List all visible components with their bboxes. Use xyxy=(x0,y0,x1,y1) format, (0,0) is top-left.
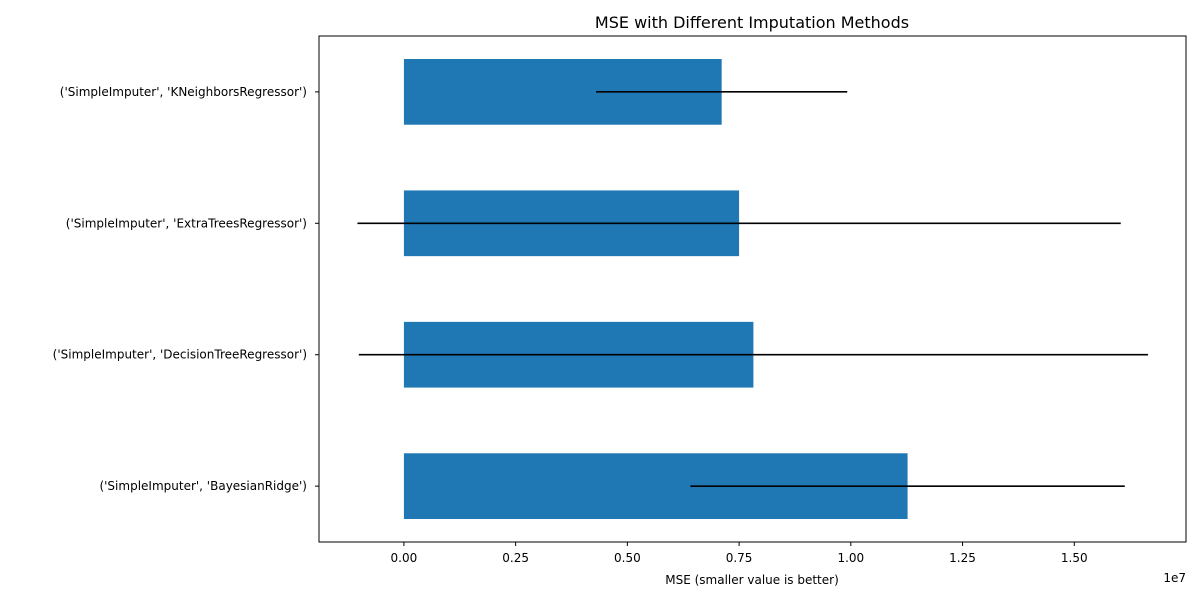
x-tick-label-1: 0.25 xyxy=(502,551,529,565)
chart-title: MSE with Different Imputation Methods xyxy=(595,13,909,32)
plot-area-frame xyxy=(318,35,1187,543)
x-axis-offset-label: 1e7 xyxy=(1163,571,1186,585)
y-tick-label-3: ('SimpleImputer', 'KNeighborsRegressor') xyxy=(60,85,307,99)
x-tick-label-2: 0.50 xyxy=(614,551,641,565)
x-tick-label-6: 1.50 xyxy=(1061,551,1088,565)
x-tick-label-5: 1.25 xyxy=(949,551,976,565)
x-tick-label-4: 1.00 xyxy=(837,551,864,565)
y-tick-label-0: ('SimpleImputer', 'BayesianRidge') xyxy=(99,479,307,493)
x-tick-label-3: 0.75 xyxy=(726,551,753,565)
x-axis-label: MSE (smaller value is better) xyxy=(665,573,839,587)
y-tick-label-2: ('SimpleImputer', 'ExtraTreesRegressor') xyxy=(66,216,307,230)
y-tick-label-1: ('SimpleImputer', 'DecisionTreeRegressor… xyxy=(53,348,307,362)
x-tick-label-0: 0.00 xyxy=(391,551,418,565)
